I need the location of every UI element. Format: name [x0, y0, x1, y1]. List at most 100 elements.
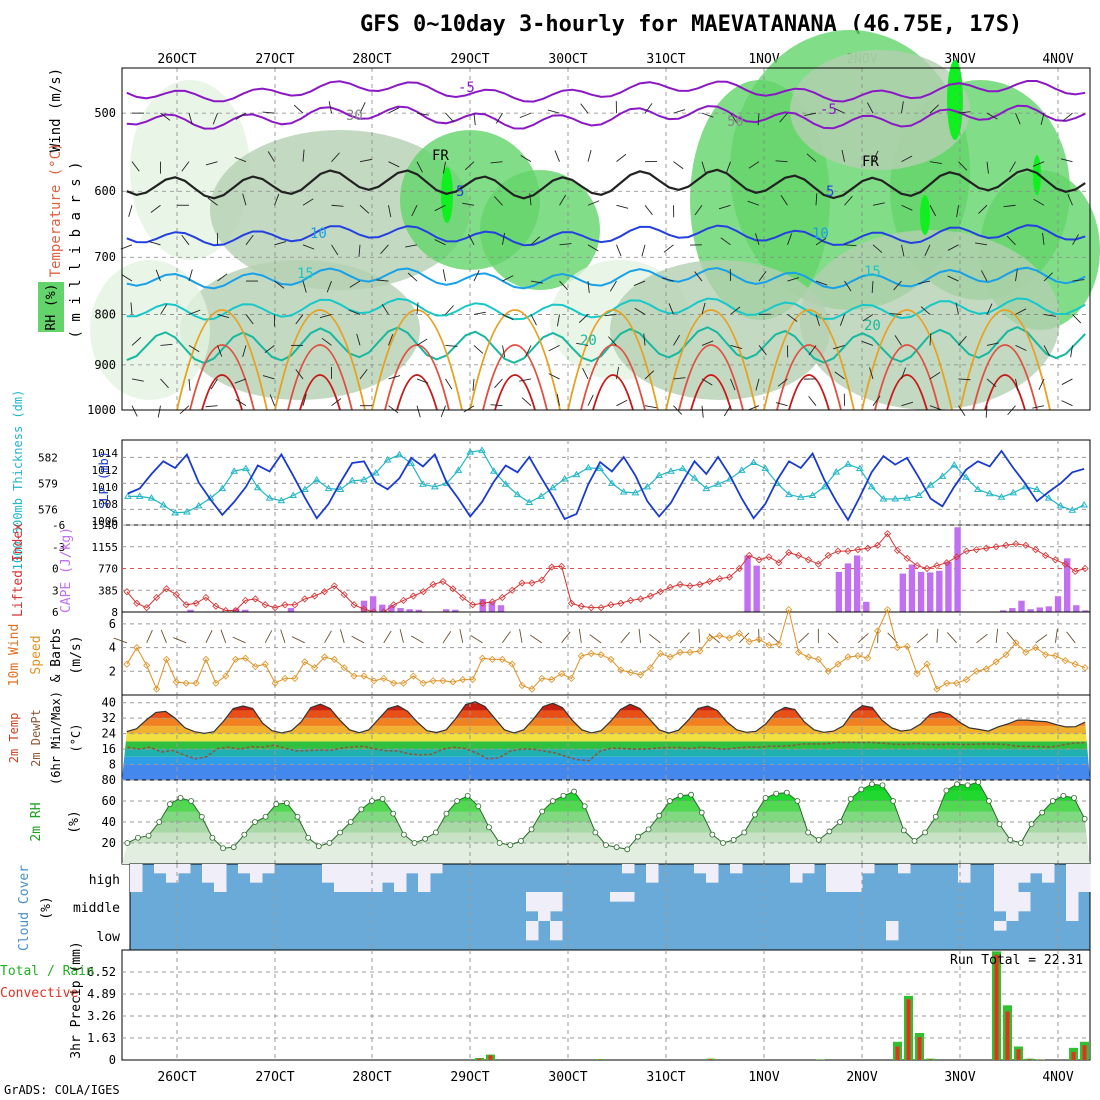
- lifted-index-axis-label: Lifted Index: [11, 523, 26, 617]
- wind-barb: [388, 405, 399, 414]
- rh-point: [805, 829, 812, 836]
- wind-barb: [1015, 308, 1027, 315]
- wind-barb: [815, 237, 827, 246]
- dewpoint-line: [127, 741, 1085, 762]
- cape-bar: [936, 570, 943, 612]
- wind-barb: [1062, 112, 1073, 122]
- wind-barb: [958, 336, 967, 346]
- thickness-point: [218, 484, 227, 492]
- precip-convective-bar: [1005, 1011, 1010, 1060]
- wind-barb: [160, 629, 167, 643]
- thickness-point: [678, 464, 687, 472]
- pressure-tick: 500: [94, 106, 116, 120]
- wind-barb: [128, 205, 133, 217]
- rh-point: [1028, 821, 1035, 827]
- wind-speed-point: [745, 638, 753, 646]
- lifted-index-point: [646, 592, 655, 600]
- lifted-index-point: [804, 556, 813, 564]
- wind-barb: [548, 373, 560, 380]
- thickness-point: [667, 467, 675, 474]
- wind-axis-label-c: & Barbs: [49, 628, 64, 683]
- isotherm-25: [678, 344, 744, 411]
- wind-speed-point: [716, 632, 724, 640]
- wind-speed-point: [409, 672, 417, 680]
- wind-barb: [587, 394, 594, 406]
- wind-speed-point: [992, 658, 1000, 666]
- lifted-index-point: [893, 546, 901, 554]
- wind-barb: [349, 280, 361, 288]
- rh-point: [369, 798, 375, 804]
- wind-barb: [442, 630, 452, 644]
- rh-point: [337, 829, 343, 836]
- wind-barb: [470, 635, 483, 644]
- cloud-cover-bar: [994, 892, 1007, 912]
- wind-speed-point: [883, 606, 892, 614]
- wind-barb: [462, 202, 475, 206]
- wind-barb: [519, 378, 532, 382]
- wind-barb: [495, 112, 503, 124]
- cape-bar: [945, 561, 952, 612]
- precip-convective-bar: [895, 1046, 900, 1060]
- lifted-index-point: [943, 559, 951, 567]
- rh-point: [624, 846, 631, 853]
- wind-barb: [502, 345, 506, 358]
- rh-point: [464, 792, 471, 799]
- wind-barb: [747, 200, 760, 206]
- temp-band: [122, 741, 1090, 750]
- cape-bar: [1009, 608, 1016, 612]
- wind-barb: [730, 344, 743, 349]
- rh-point: [124, 840, 131, 846]
- wind-barb: [501, 631, 511, 644]
- lifted-index-point: [202, 593, 210, 602]
- cape-bar: [452, 609, 459, 612]
- wind-barb: [663, 244, 674, 253]
- isotherm-label: 30: [346, 108, 363, 124]
- wind-axis-label: Wind (m/s): [48, 68, 64, 152]
- wind-barb: [1032, 405, 1045, 409]
- cape-bar: [379, 604, 386, 612]
- wind-barb: [155, 269, 161, 282]
- wind-speed-point: [528, 685, 536, 693]
- rh-point: [964, 782, 971, 789]
- wind-speed-point: [1002, 651, 1010, 659]
- lifted-index-point: [1022, 541, 1030, 549]
- rh-point: [879, 782, 886, 789]
- wind-barb: [986, 378, 997, 388]
- lifted-index-point: [617, 599, 625, 607]
- lifted-index-point: [854, 546, 862, 554]
- lifted-index-point: [528, 579, 536, 587]
- temp-tick: 40: [102, 696, 116, 710]
- wind-speed-point: [143, 661, 151, 669]
- isotherm-5: [126, 266, 1086, 290]
- thickness-point: [1056, 501, 1065, 509]
- wind-axis-label-a: 10m Wind: [7, 624, 22, 687]
- cape-bar: [908, 564, 916, 612]
- wind-barb: [1066, 631, 1076, 644]
- rh-point: [294, 813, 301, 820]
- wind-barb: [473, 113, 476, 126]
- cape-tick: 385: [98, 584, 118, 597]
- isotherm-30: [299, 374, 341, 411]
- thickness-point: [371, 468, 380, 476]
- lifted-index-point: [1041, 551, 1050, 560]
- wind-barb: [920, 306, 931, 315]
- wind-barb: [274, 193, 280, 206]
- wind-barb: [1035, 634, 1048, 644]
- wind-barb: [901, 204, 913, 211]
- temp-band: [122, 725, 1090, 734]
- rh-point: [954, 781, 960, 788]
- wind-barb: [302, 149, 305, 162]
- wind-barb: [217, 345, 223, 357]
- wind-barb: [242, 345, 247, 358]
- wind-barb: [872, 150, 879, 162]
- wind-barb: [245, 234, 254, 246]
- wind-speed-point: [241, 654, 250, 662]
- cloud-cover-bar: [202, 864, 215, 883]
- pressure-tick: 800: [94, 307, 116, 321]
- rh-point: [379, 796, 386, 802]
- wind-speed-point: [538, 674, 546, 682]
- isotherm-label: 10: [310, 226, 327, 242]
- lifted-index-point: [478, 599, 487, 607]
- li-tick: 0: [52, 563, 59, 576]
- cloud-cover-bar: [826, 864, 839, 892]
